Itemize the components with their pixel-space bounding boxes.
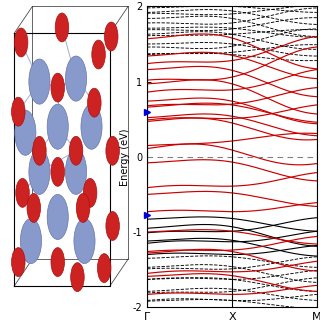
Circle shape (104, 22, 118, 51)
Circle shape (47, 194, 68, 239)
Circle shape (55, 13, 69, 42)
Circle shape (88, 88, 101, 117)
Circle shape (12, 97, 25, 126)
Circle shape (71, 263, 84, 292)
Circle shape (47, 104, 68, 149)
Circle shape (51, 73, 65, 102)
Circle shape (76, 194, 90, 222)
Circle shape (16, 179, 29, 207)
Circle shape (66, 149, 87, 194)
Circle shape (81, 104, 102, 149)
Circle shape (20, 219, 42, 264)
Circle shape (29, 149, 50, 194)
Circle shape (33, 136, 46, 165)
Circle shape (51, 248, 65, 276)
Circle shape (12, 248, 25, 276)
Circle shape (29, 59, 50, 104)
Circle shape (83, 179, 97, 207)
Circle shape (66, 56, 87, 101)
Circle shape (74, 219, 95, 264)
Circle shape (27, 194, 41, 222)
Circle shape (106, 136, 119, 165)
Circle shape (69, 136, 83, 165)
Circle shape (106, 212, 119, 240)
Circle shape (51, 157, 65, 186)
Circle shape (15, 110, 36, 155)
Y-axis label: Energy (eV): Energy (eV) (120, 128, 130, 186)
Circle shape (14, 28, 28, 57)
Circle shape (92, 40, 105, 69)
Circle shape (97, 254, 111, 283)
